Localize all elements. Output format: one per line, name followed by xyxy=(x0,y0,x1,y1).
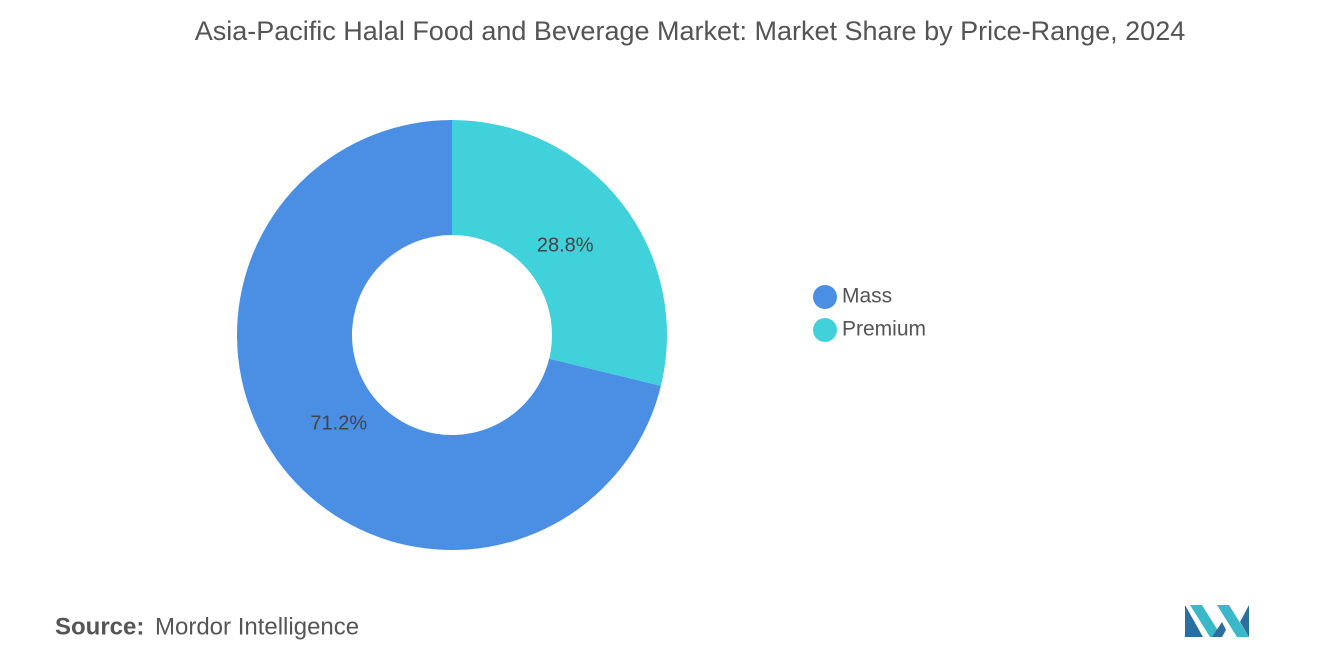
legend-marker xyxy=(813,318,837,342)
source-label: Source: xyxy=(55,613,144,640)
legend-label: Premium xyxy=(842,318,926,341)
logo xyxy=(1185,605,1249,637)
value-label: 28.8% xyxy=(537,234,594,256)
legend-marker xyxy=(813,285,837,309)
value-label: 71.2% xyxy=(310,412,367,434)
pie-slice xyxy=(452,119,667,386)
source-text: Mordor Intelligence xyxy=(155,613,359,640)
legend-label: Mass xyxy=(842,285,892,308)
pie-slice xyxy=(236,120,661,550)
chart-title: Asia-Pacific Halal Food and Beverage Mar… xyxy=(194,16,1186,46)
